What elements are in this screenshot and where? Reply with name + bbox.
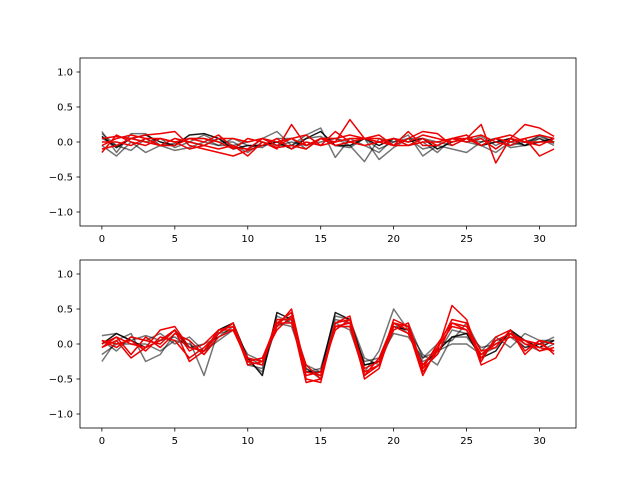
bottom-x-tick-label-2: 10 [241, 436, 254, 447]
bottom-y-tick-label-2: 0.0 [57, 340, 73, 351]
bottom-x-tick-label-6: 30 [533, 436, 546, 447]
top-series-line-5 [101, 118, 555, 153]
bottom-y-tick-label-4: 1.0 [57, 270, 73, 281]
top-x-tick-label-0: 0 [99, 234, 105, 245]
top-y-tick-label-2: 0.0 [57, 138, 73, 149]
top-x-tick-label-5: 25 [460, 234, 473, 245]
top-chart-panel: 0 5 10 15 20 25 30 −1.0 −0.5 0.0 0.5 1.0 [49, 57, 577, 245]
top-y-tick-label-0: −1.0 [49, 208, 73, 219]
top-y-tick-label-1: −0.5 [49, 173, 73, 184]
top-series-group [101, 118, 555, 164]
bottom-y-tick-label-0: −1.0 [49, 410, 73, 421]
bottom-x-tick-label-0: 0 [99, 436, 105, 447]
bottom-y-tick-label-1: −0.5 [49, 375, 73, 386]
bottom-x-tick-label-4: 20 [387, 436, 400, 447]
top-x-tick-label-2: 10 [241, 234, 254, 245]
bottom-x-tick-label-3: 15 [314, 436, 327, 447]
top-x-tick-label-4: 20 [387, 234, 400, 245]
bottom-x-tick-label-5: 25 [460, 436, 473, 447]
top-y-tick-label-4: 1.0 [57, 68, 73, 79]
top-y-tick-label-3: 0.5 [57, 103, 73, 114]
bottom-x-tick-label-1: 5 [172, 436, 178, 447]
bottom-series-line-9 [101, 322, 555, 380]
bottom-chart-panel: 0 5 10 15 20 25 30 −1.0 −0.5 0.0 0.5 1.0 [49, 259, 577, 447]
top-x-tick-label-1: 5 [172, 234, 178, 245]
top-x-tick-label-3: 15 [314, 234, 327, 245]
top-series-line-6 [101, 123, 555, 164]
bottom-series-group [101, 304, 555, 384]
top-series-line-8 [101, 134, 555, 157]
bottom-y-tick-label-3: 0.5 [57, 305, 73, 316]
top-series-line-9 [101, 134, 555, 150]
top-x-tick-label-6: 30 [533, 234, 546, 245]
